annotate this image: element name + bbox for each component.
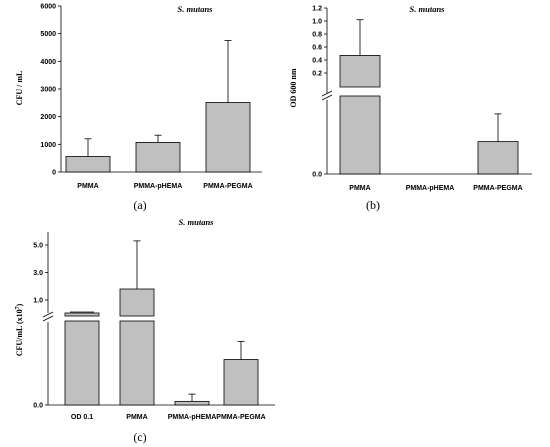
chart-a-bar: [135, 141, 181, 173]
chart-c-ytick-label: 0.0: [33, 403, 43, 410]
chart-c-title: S. mutans: [179, 217, 215, 227]
chart-c-category-label: PMMA-PEGMA: [216, 414, 265, 421]
chart-a-ytick-label: 2000: [40, 114, 56, 121]
chart-c-bar: [64, 320, 100, 406]
chart-c-ytick-label: 1.0: [33, 298, 43, 305]
chart-a-bar: [65, 156, 111, 173]
chart-c-panel-label: (c): [133, 430, 146, 444]
chart-b-axis-break: [321, 90, 333, 101]
chart-b-bar: [339, 95, 381, 175]
chart-c-bar: [119, 320, 155, 406]
chart-b-title: S. mutans: [410, 4, 446, 14]
chart-b-ytick-label: 1.2: [312, 6, 322, 13]
chart-b-ytick-label: 1.0: [312, 19, 322, 26]
chart-a-ytick-label: 5000: [40, 31, 56, 38]
chart-a-title: S. mutans: [178, 4, 214, 14]
chart-a-bar: [205, 102, 251, 173]
chart-b-bar-upper: [339, 55, 381, 88]
chart-a-panel-label: (a): [133, 198, 146, 212]
chart-c-bar: [174, 400, 210, 406]
chart-b-ytick-label: 0.4: [312, 58, 322, 65]
chart-a-ytick-label: 1000: [40, 142, 56, 149]
chart-panel-b: S. mutans OD 600 nm 0.0 0.2 0.4 0.6 0.8 1.0 1.…: [289, 4, 532, 212]
chart-c-bar: [223, 359, 259, 406]
chart-a-category-label: PMMA-PEGMA: [203, 183, 252, 190]
chart-c-ytick-label: 5.0: [33, 243, 43, 250]
chart-panel-c: S. mutans CFU/mL (x107) 0.0 1.0 3.0 5.0 OD …: [15, 217, 275, 444]
chart-c-bar-upper: [119, 288, 155, 317]
chart-b-ytick-label: 0.6: [312, 45, 322, 52]
chart-c-ylabel: CFU/mL (x107): [15, 303, 24, 356]
chart-a-ylabel: CFU / mL: [15, 71, 24, 106]
chart-b-ytick-label: 0.2: [312, 71, 322, 78]
chart-b-ytick-label: 0.0: [312, 172, 322, 179]
chart-c-bar-upper: [64, 312, 100, 317]
chart-a-ytick-label: 0: [52, 170, 56, 177]
chart-c-axis-break: [42, 311, 54, 322]
chart-c-ytick-label: 3.0: [33, 270, 43, 277]
chart-panel-a: S. mutans CFU / mL 0 1000 2000 3000 4000 5000…: [15, 4, 262, 212]
chart-a-ytick-label: 6000: [40, 4, 56, 11]
chart-a-category-label: PMMA-pHEMA: [134, 183, 183, 190]
chart-b-category-label: PMMA-PEGMA: [473, 185, 522, 192]
chart-b-panel-label: (b): [366, 198, 380, 212]
chart-b-category-label: PMMA: [349, 185, 370, 192]
chart-b-category-label: PMMA-pHEMA: [406, 185, 455, 192]
chart-c-category-label: OD 0.1: [71, 414, 93, 421]
chart-c-category-label: PMMA: [126, 414, 147, 421]
chart-b-ytick-label: 0.8: [312, 32, 322, 39]
chart-b-bar: [477, 141, 519, 175]
chart-c-category-label: PMMA-pHEMA: [168, 414, 217, 421]
chart-a-category-label: PMMA: [77, 183, 98, 190]
chart-a-ytick-label: 4000: [40, 59, 56, 66]
chart-b-ylabel: OD 600 nm: [289, 68, 298, 107]
chart-a-ytick-label: 3000: [40, 87, 56, 94]
